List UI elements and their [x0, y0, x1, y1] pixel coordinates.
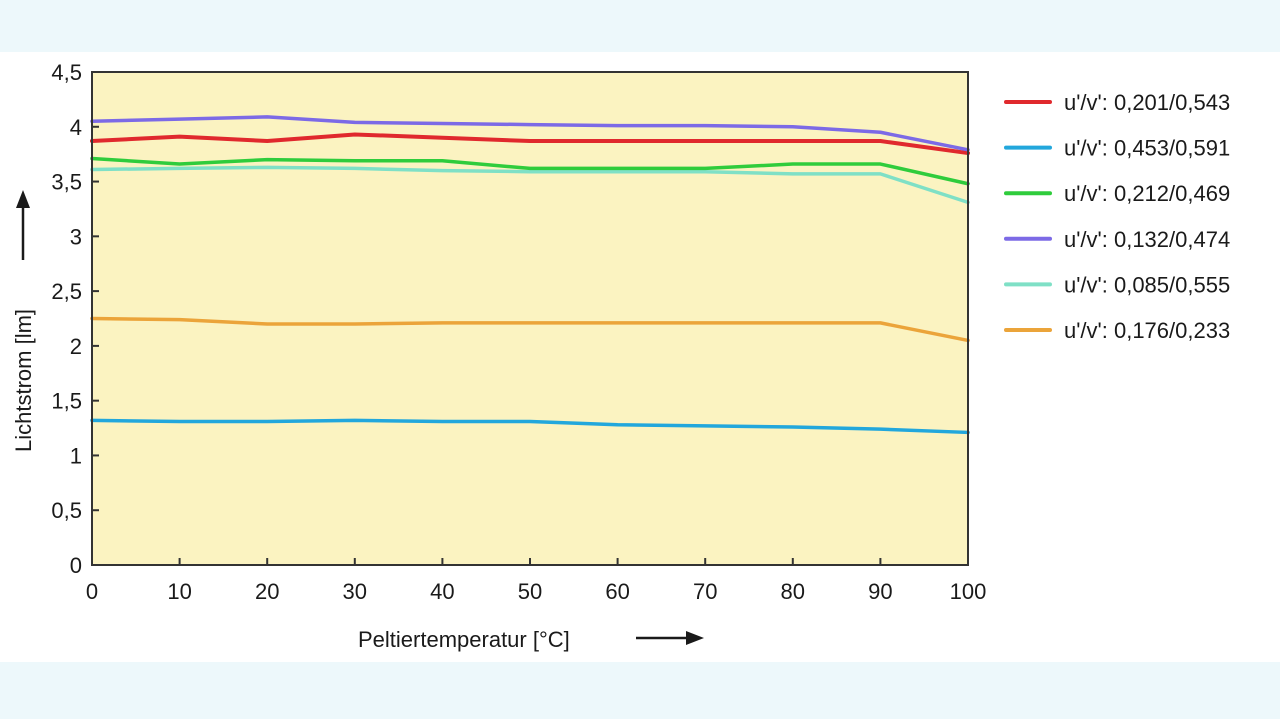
- y-tick-label: 4,5: [51, 60, 82, 85]
- series-line-4: [90, 115, 970, 152]
- y-tick-label: 1: [70, 443, 82, 468]
- x-tick-label: 50: [518, 579, 542, 604]
- x-tick-label: 100: [950, 579, 987, 604]
- x-tick-label: 40: [430, 579, 454, 604]
- x-tick-label: 70: [693, 579, 717, 604]
- y-tick-label: 0,5: [51, 498, 82, 523]
- x-axis-title: Peltiertemperatur [°C]: [358, 627, 570, 652]
- y-tick-label: 3: [70, 224, 82, 249]
- axis-titles: Peltiertemperatur [°C] Lichtstrom [lm]: [11, 190, 704, 652]
- x-axis-ticks: 0 10 20 30 40 50 60 70 80 90 100: [86, 558, 986, 604]
- series-line-1: [90, 132, 970, 156]
- legend-label: u'/v': 0,201/0,543: [1064, 90, 1230, 115]
- legend-label: u'/v': 0,085/0,555: [1064, 272, 1230, 297]
- y-axis-arrow-head: [16, 190, 30, 208]
- y-tick-label: 3,5: [51, 170, 82, 195]
- x-tick-label: 90: [868, 579, 892, 604]
- y-tick-label: 0: [70, 553, 82, 578]
- series-line-6: [90, 316, 970, 343]
- legend-label: u'/v': 0,453/0,591: [1064, 136, 1230, 161]
- x-tick-label: 20: [255, 579, 279, 604]
- x-tick-label: 80: [781, 579, 805, 604]
- bottom-background-band: [0, 662, 1280, 719]
- series-line-3: [90, 156, 970, 186]
- y-tick-label: 1,5: [51, 389, 82, 414]
- y-tick-label: 2,5: [51, 279, 82, 304]
- plot-area: [92, 72, 968, 565]
- y-tick-label: 4: [70, 115, 82, 140]
- plot-frame: [91, 71, 969, 566]
- x-tick-label: 10: [167, 579, 191, 604]
- x-tick-label: 0: [86, 579, 98, 604]
- x-tick-label: 60: [605, 579, 629, 604]
- y-axis-ticks: 0 0,5 1 1,5 2 2,5 3 3,5 4 4,5: [51, 60, 99, 578]
- series-lines: [90, 115, 970, 435]
- legend-label: u'/v': 0,212/0,469: [1064, 181, 1230, 206]
- x-axis-arrow-head: [686, 631, 704, 645]
- x-tick-label: 30: [343, 579, 367, 604]
- series-line-5: [90, 165, 970, 205]
- series-line-2: [90, 418, 970, 435]
- top-background-band: [0, 0, 1280, 52]
- legend: u'/v': 0,201/0,543 u'/v': 0,453/0,591 u'/v…: [1004, 90, 1230, 343]
- y-axis-title: Lichtstrom [lm]: [11, 309, 36, 452]
- legend-label: u'/v': 0,176/0,233: [1064, 318, 1230, 343]
- y-tick-label: 2: [70, 334, 82, 359]
- legend-label: u'/v': 0,132/0,474: [1064, 227, 1230, 252]
